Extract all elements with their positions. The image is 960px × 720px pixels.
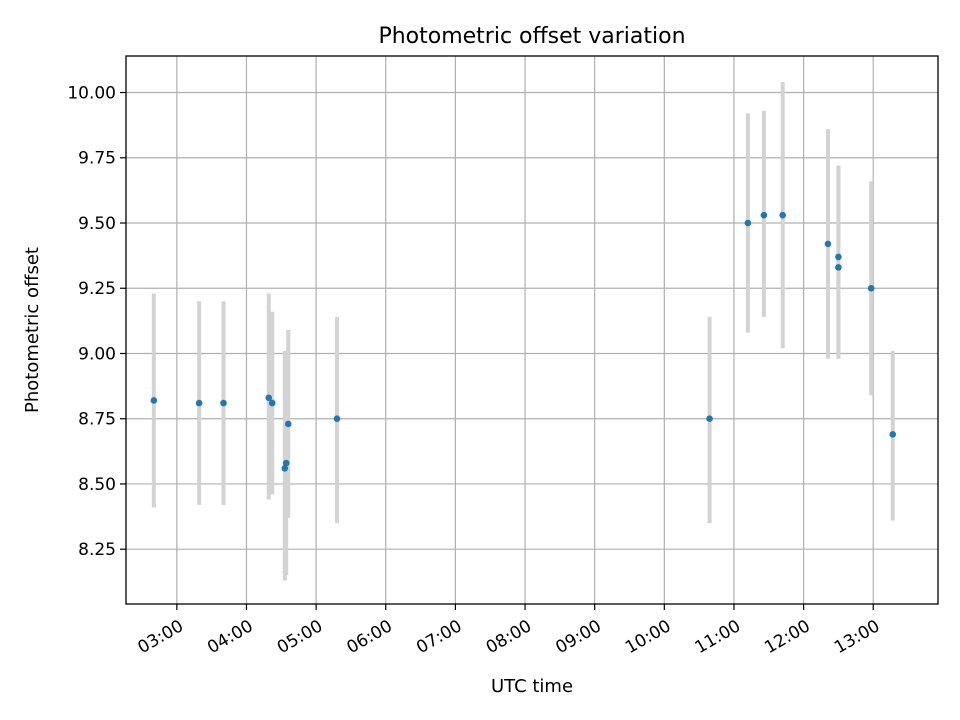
point-layer — [150, 211, 897, 472]
data-point — [779, 211, 787, 219]
x-tick-label: 03:00 — [135, 616, 187, 658]
x-tick-label: 09:00 — [552, 616, 604, 658]
data-point — [284, 420, 292, 428]
chart-title: Photometric offset variation — [378, 24, 685, 49]
errorbar-layer — [151, 82, 895, 581]
y-tick-label: 9.50 — [78, 214, 116, 234]
y-tick-label: 10.00 — [67, 83, 116, 103]
y-tick-label: 9.25 — [78, 279, 116, 299]
x-tick-label: 10:00 — [622, 616, 674, 658]
grid-layer — [126, 56, 938, 604]
data-point — [760, 211, 768, 219]
tick-layer: 03:00 04:00 05:00 06:00 07:00 08:00 09:00 10:00… — [67, 83, 883, 658]
data-point — [824, 240, 832, 248]
y-tick-label: 8.25 — [78, 540, 116, 560]
data-point — [744, 219, 752, 227]
data-point — [889, 431, 897, 438]
y-tick-label: 9.75 — [78, 149, 116, 169]
data-point — [333, 415, 341, 423]
data-point — [150, 397, 158, 404]
data-point — [265, 394, 273, 402]
data-point — [867, 284, 875, 292]
y-axis-label: Photometric offset — [22, 247, 43, 413]
x-tick-label: 04:00 — [204, 616, 256, 658]
data-point — [835, 264, 842, 271]
x-tick-label: 06:00 — [343, 616, 395, 658]
x-tick-label: 13:00 — [831, 616, 883, 658]
data-point — [195, 399, 203, 407]
data-point — [281, 465, 289, 472]
x-tick-label: 12:00 — [761, 616, 813, 658]
x-tick-label: 11:00 — [692, 616, 744, 658]
x-tick-label: 05:00 — [274, 616, 326, 658]
data-point — [220, 399, 227, 407]
y-tick-label: 9.00 — [78, 344, 116, 364]
data-point — [706, 415, 713, 423]
y-tick-label: 8.75 — [78, 410, 116, 430]
x-tick-label: 07:00 — [413, 616, 465, 658]
plot-frame — [125, 55, 939, 605]
x-axis-label: UTC time — [491, 676, 573, 697]
data-point — [282, 459, 290, 467]
x-tick-label: 08:00 — [483, 616, 535, 658]
data-point — [835, 253, 842, 261]
data-point — [268, 399, 276, 407]
y-tick-label: 8.50 — [78, 475, 116, 495]
